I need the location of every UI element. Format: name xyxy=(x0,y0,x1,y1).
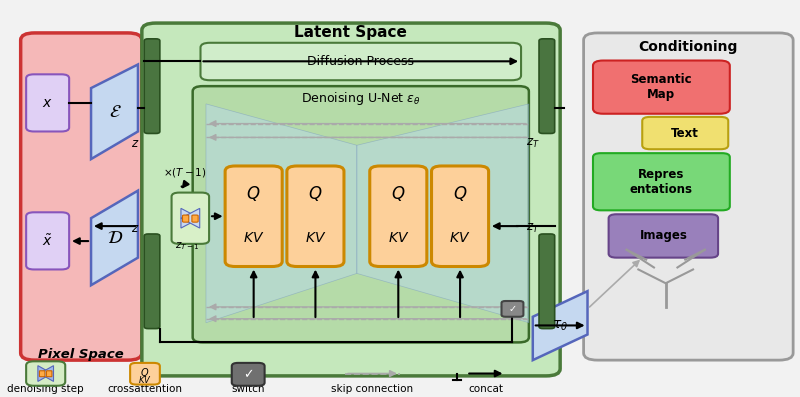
Text: ✓: ✓ xyxy=(243,368,254,381)
FancyBboxPatch shape xyxy=(182,215,189,222)
FancyBboxPatch shape xyxy=(201,43,521,80)
Text: skip connection: skip connection xyxy=(331,384,414,393)
Text: $Q$: $Q$ xyxy=(453,184,467,203)
FancyBboxPatch shape xyxy=(539,39,554,133)
Text: $KV$: $KV$ xyxy=(388,231,409,245)
Polygon shape xyxy=(533,291,587,360)
FancyBboxPatch shape xyxy=(593,153,730,210)
Text: $x$: $x$ xyxy=(42,96,53,110)
Text: $Q$: $Q$ xyxy=(246,184,261,203)
Text: Diffusion Process: Diffusion Process xyxy=(307,55,414,68)
FancyBboxPatch shape xyxy=(171,193,209,244)
Polygon shape xyxy=(91,191,138,285)
Text: $Q$: $Q$ xyxy=(391,184,406,203)
Text: $KV$: $KV$ xyxy=(305,231,326,245)
Text: Latent Space: Latent Space xyxy=(294,25,407,40)
Text: ✓: ✓ xyxy=(508,304,517,314)
FancyBboxPatch shape xyxy=(39,371,45,377)
Text: Semantic
Map: Semantic Map xyxy=(630,73,692,101)
Polygon shape xyxy=(181,208,200,228)
FancyBboxPatch shape xyxy=(144,39,160,133)
FancyBboxPatch shape xyxy=(193,86,529,342)
FancyBboxPatch shape xyxy=(287,166,344,266)
Polygon shape xyxy=(206,104,357,323)
FancyBboxPatch shape xyxy=(225,166,282,266)
Text: concat: concat xyxy=(468,384,503,393)
FancyBboxPatch shape xyxy=(593,60,730,114)
Polygon shape xyxy=(91,64,138,159)
FancyBboxPatch shape xyxy=(370,166,427,266)
Text: $\tilde{x}$: $\tilde{x}$ xyxy=(42,233,53,249)
Polygon shape xyxy=(357,104,529,323)
FancyBboxPatch shape xyxy=(609,214,718,258)
Text: switch: switch xyxy=(231,384,265,393)
Text: Repres
entations: Repres entations xyxy=(630,168,693,196)
FancyBboxPatch shape xyxy=(584,33,793,360)
Text: crossattention: crossattention xyxy=(107,384,182,393)
Text: Denoising U-Net $\epsilon_\theta$: Denoising U-Net $\epsilon_\theta$ xyxy=(301,90,421,107)
FancyBboxPatch shape xyxy=(130,363,160,385)
Text: $z_T$: $z_T$ xyxy=(526,222,540,235)
Text: $\tau_\theta$: $\tau_\theta$ xyxy=(552,318,568,333)
FancyBboxPatch shape xyxy=(192,215,198,222)
Text: Images: Images xyxy=(639,229,687,243)
Text: $z_T$: $z_T$ xyxy=(526,137,540,150)
Text: $\mathcal{E}$: $\mathcal{E}$ xyxy=(109,103,122,121)
Text: $z_{T-1}$: $z_{T-1}$ xyxy=(174,241,200,252)
Text: $z$: $z$ xyxy=(131,137,140,150)
Polygon shape xyxy=(38,366,52,382)
Polygon shape xyxy=(39,366,54,382)
FancyBboxPatch shape xyxy=(26,361,66,386)
Text: denoising step: denoising step xyxy=(7,384,84,393)
FancyBboxPatch shape xyxy=(232,363,265,386)
FancyBboxPatch shape xyxy=(21,33,142,360)
Text: $z$: $z$ xyxy=(131,222,140,235)
Text: Text: Text xyxy=(671,127,699,140)
FancyBboxPatch shape xyxy=(431,166,489,266)
Text: $\mathcal{D}$: $\mathcal{D}$ xyxy=(107,229,123,247)
Text: $KV$: $KV$ xyxy=(243,231,264,245)
Polygon shape xyxy=(181,208,200,228)
FancyBboxPatch shape xyxy=(26,74,69,131)
Text: $Q$: $Q$ xyxy=(140,366,150,379)
Text: Conditioning: Conditioning xyxy=(638,40,738,54)
FancyBboxPatch shape xyxy=(642,117,728,149)
Text: $\times(T-1)$: $\times(T-1)$ xyxy=(163,166,206,179)
FancyBboxPatch shape xyxy=(142,23,560,376)
FancyBboxPatch shape xyxy=(26,212,69,270)
Text: $KV$: $KV$ xyxy=(450,231,470,245)
FancyBboxPatch shape xyxy=(46,371,52,377)
Text: Pixel Space: Pixel Space xyxy=(38,348,124,361)
FancyBboxPatch shape xyxy=(539,234,554,329)
FancyBboxPatch shape xyxy=(144,234,160,329)
FancyBboxPatch shape xyxy=(502,301,523,317)
Text: $Q$: $Q$ xyxy=(308,184,322,203)
Text: $KV$: $KV$ xyxy=(138,374,152,385)
